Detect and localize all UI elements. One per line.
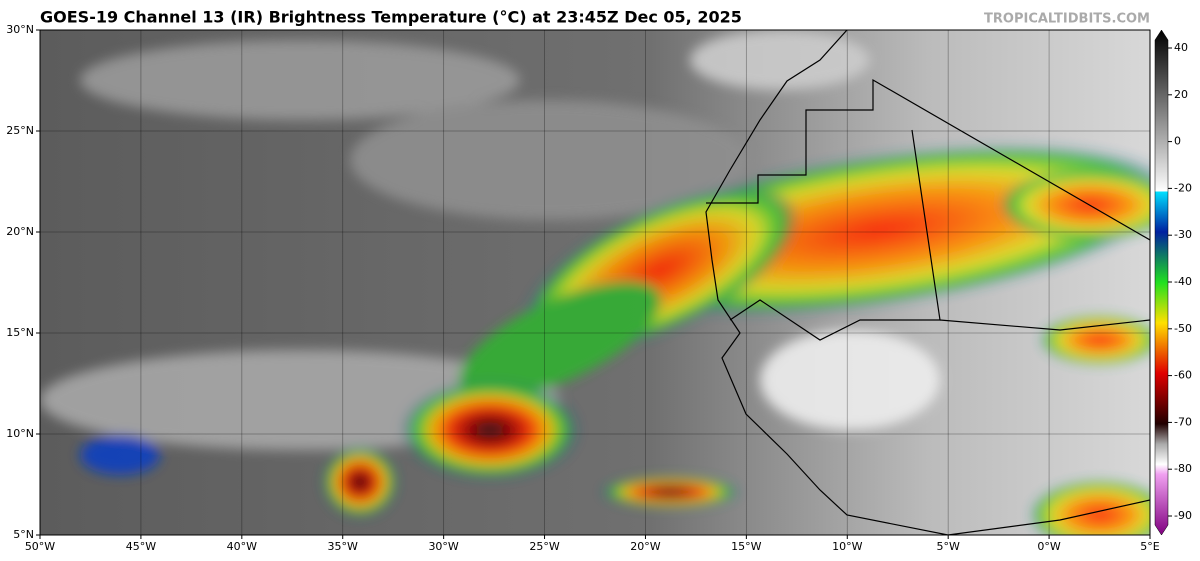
x-tick-label: 0°W <box>1037 540 1060 553</box>
x-tick-label: 5°E <box>1140 540 1159 553</box>
colorbar-tick-label: 0 <box>1174 135 1181 148</box>
colorbar-tick-label: 40 <box>1174 41 1188 54</box>
y-tick-label: 5°N <box>13 528 34 541</box>
colorbar-tick-label: -20 <box>1174 181 1192 194</box>
y-tick-label: 15°N <box>6 326 34 339</box>
y-tick-label: 30°N <box>6 23 34 36</box>
coastline <box>705 30 1150 535</box>
colorbar-tick-label: -50 <box>1174 322 1192 335</box>
x-tick-label: 10°W <box>832 540 862 553</box>
y-tick-label: 25°N <box>6 124 34 137</box>
y-tick-label: 10°N <box>6 427 34 440</box>
title: GOES-19 Channel 13 (IR) Brightness Tempe… <box>40 8 742 27</box>
y-tick-label: 20°N <box>6 225 34 238</box>
colorbar-tick-label: -80 <box>1174 462 1192 475</box>
x-tick-label: 50°W <box>25 540 55 553</box>
x-tick-label: 45°W <box>126 540 156 553</box>
x-tick-label: 40°W <box>227 540 257 553</box>
colorbar-tick-label: -60 <box>1174 369 1192 382</box>
colorbar-tick-label: -70 <box>1174 415 1192 428</box>
x-tick-label: 5°W <box>936 540 959 553</box>
colorbar <box>1154 29 1169 536</box>
colorbar-tick-label: -40 <box>1174 275 1192 288</box>
map-frame <box>39 29 1151 536</box>
colorbar-tick-label: -30 <box>1174 228 1192 241</box>
colorbar-tick-label: -90 <box>1174 509 1192 522</box>
x-tick-label: 15°W <box>731 540 761 553</box>
x-tick-label: 30°W <box>428 540 458 553</box>
source: TROPICALTIDBITS.COM <box>984 12 1150 27</box>
x-tick-label: 35°W <box>328 540 358 553</box>
x-tick-label: 25°W <box>529 540 559 553</box>
colorbar-tick-label: 20 <box>1174 88 1188 101</box>
x-tick-label: 20°W <box>630 540 660 553</box>
satellite-image <box>40 30 1150 535</box>
